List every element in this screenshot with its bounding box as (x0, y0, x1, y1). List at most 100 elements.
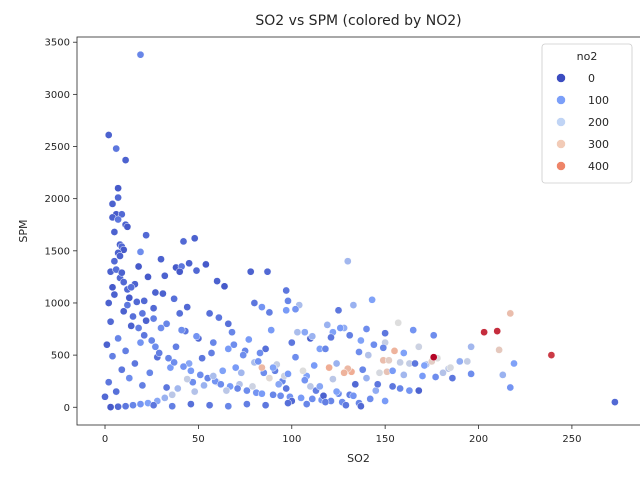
data-point (160, 394, 169, 402)
y-tick-label: 500 (51, 351, 70, 362)
y-axis: 0 500 1000 1500 2000 2500 3000 3500 (45, 38, 77, 414)
data-point (134, 262, 143, 271)
data-point (321, 398, 330, 406)
data-point (207, 349, 216, 357)
data-point (446, 363, 455, 372)
x-axis: 0 50 100 150 200 250 (102, 425, 581, 445)
data-point (329, 375, 337, 383)
data-point (142, 231, 150, 240)
data-point (297, 394, 305, 402)
data-point (300, 328, 309, 337)
data-point (114, 402, 122, 411)
data-point (164, 354, 173, 363)
legend-marker (556, 161, 566, 171)
data-point (202, 260, 210, 269)
data-point (261, 401, 270, 410)
data-point (230, 340, 238, 349)
data-point (243, 386, 251, 395)
data-point (267, 326, 276, 334)
data-point (173, 384, 182, 393)
data-point (168, 402, 177, 411)
data-point (315, 382, 324, 391)
data-point (112, 387, 121, 396)
data-point (108, 283, 117, 292)
data-point (493, 327, 502, 335)
data-point (439, 368, 447, 377)
data-point (269, 390, 277, 399)
data-point (375, 368, 384, 377)
data-point (351, 380, 360, 389)
data-point (364, 351, 373, 359)
data-point (429, 331, 438, 340)
data-point (429, 353, 438, 362)
data-point (192, 266, 201, 275)
data-point (396, 384, 404, 393)
data-point (362, 374, 371, 382)
data-point (144, 273, 152, 281)
data-point (196, 371, 205, 379)
data-point (284, 399, 292, 407)
data-point (224, 402, 233, 411)
data-point (149, 304, 158, 313)
data-point (269, 363, 277, 372)
data-point (373, 380, 382, 389)
data-point (498, 371, 507, 379)
data-point (282, 306, 291, 315)
data-point (345, 331, 354, 340)
legend-label: 400 (588, 160, 609, 173)
data-point (388, 366, 397, 375)
data-point (222, 386, 231, 395)
data-point (108, 352, 117, 361)
data-point (216, 380, 225, 389)
data-point (396, 358, 404, 367)
data-point (258, 389, 266, 398)
data-point (129, 401, 137, 410)
data-point (119, 307, 128, 316)
x-tick-label: 50 (192, 434, 205, 445)
data-point (125, 293, 134, 302)
data-point (162, 383, 171, 392)
data-point (381, 397, 389, 405)
legend-label: 100 (588, 94, 609, 107)
y-axis-label: SPM (17, 219, 30, 242)
data-point (132, 298, 141, 306)
data-point (231, 363, 240, 372)
data-point (142, 316, 150, 325)
legend-marker (556, 117, 566, 127)
x-tick-label: 100 (282, 434, 301, 445)
data-point (547, 351, 556, 359)
data-point (399, 349, 408, 357)
data-point (224, 319, 233, 328)
data-point (136, 338, 145, 347)
data-point (506, 383, 515, 392)
data-point (205, 401, 214, 410)
x-tick-label: 0 (102, 434, 108, 445)
data-point (467, 342, 475, 351)
data-point (117, 365, 126, 374)
data-point (228, 328, 236, 337)
data-point (258, 363, 266, 372)
data-point (282, 384, 291, 393)
data-point (101, 392, 109, 401)
data-point (104, 378, 113, 387)
data-point (368, 295, 376, 304)
data-point (467, 370, 475, 378)
data-point (355, 348, 363, 356)
data-point (258, 303, 266, 311)
data-point (114, 215, 122, 224)
data-point (160, 271, 169, 280)
data-point (127, 283, 136, 292)
data-point (106, 317, 115, 326)
data-point (114, 193, 122, 202)
plot-frame (76, 36, 640, 426)
data-point (140, 331, 149, 340)
data-point (263, 267, 272, 276)
data-point (172, 342, 180, 351)
data-point (138, 381, 147, 390)
data-point (611, 398, 619, 406)
data-point (103, 340, 111, 349)
data-point (170, 294, 178, 303)
data-point (110, 257, 119, 266)
y-tick-label: 3500 (45, 38, 70, 49)
data-point (112, 144, 121, 153)
